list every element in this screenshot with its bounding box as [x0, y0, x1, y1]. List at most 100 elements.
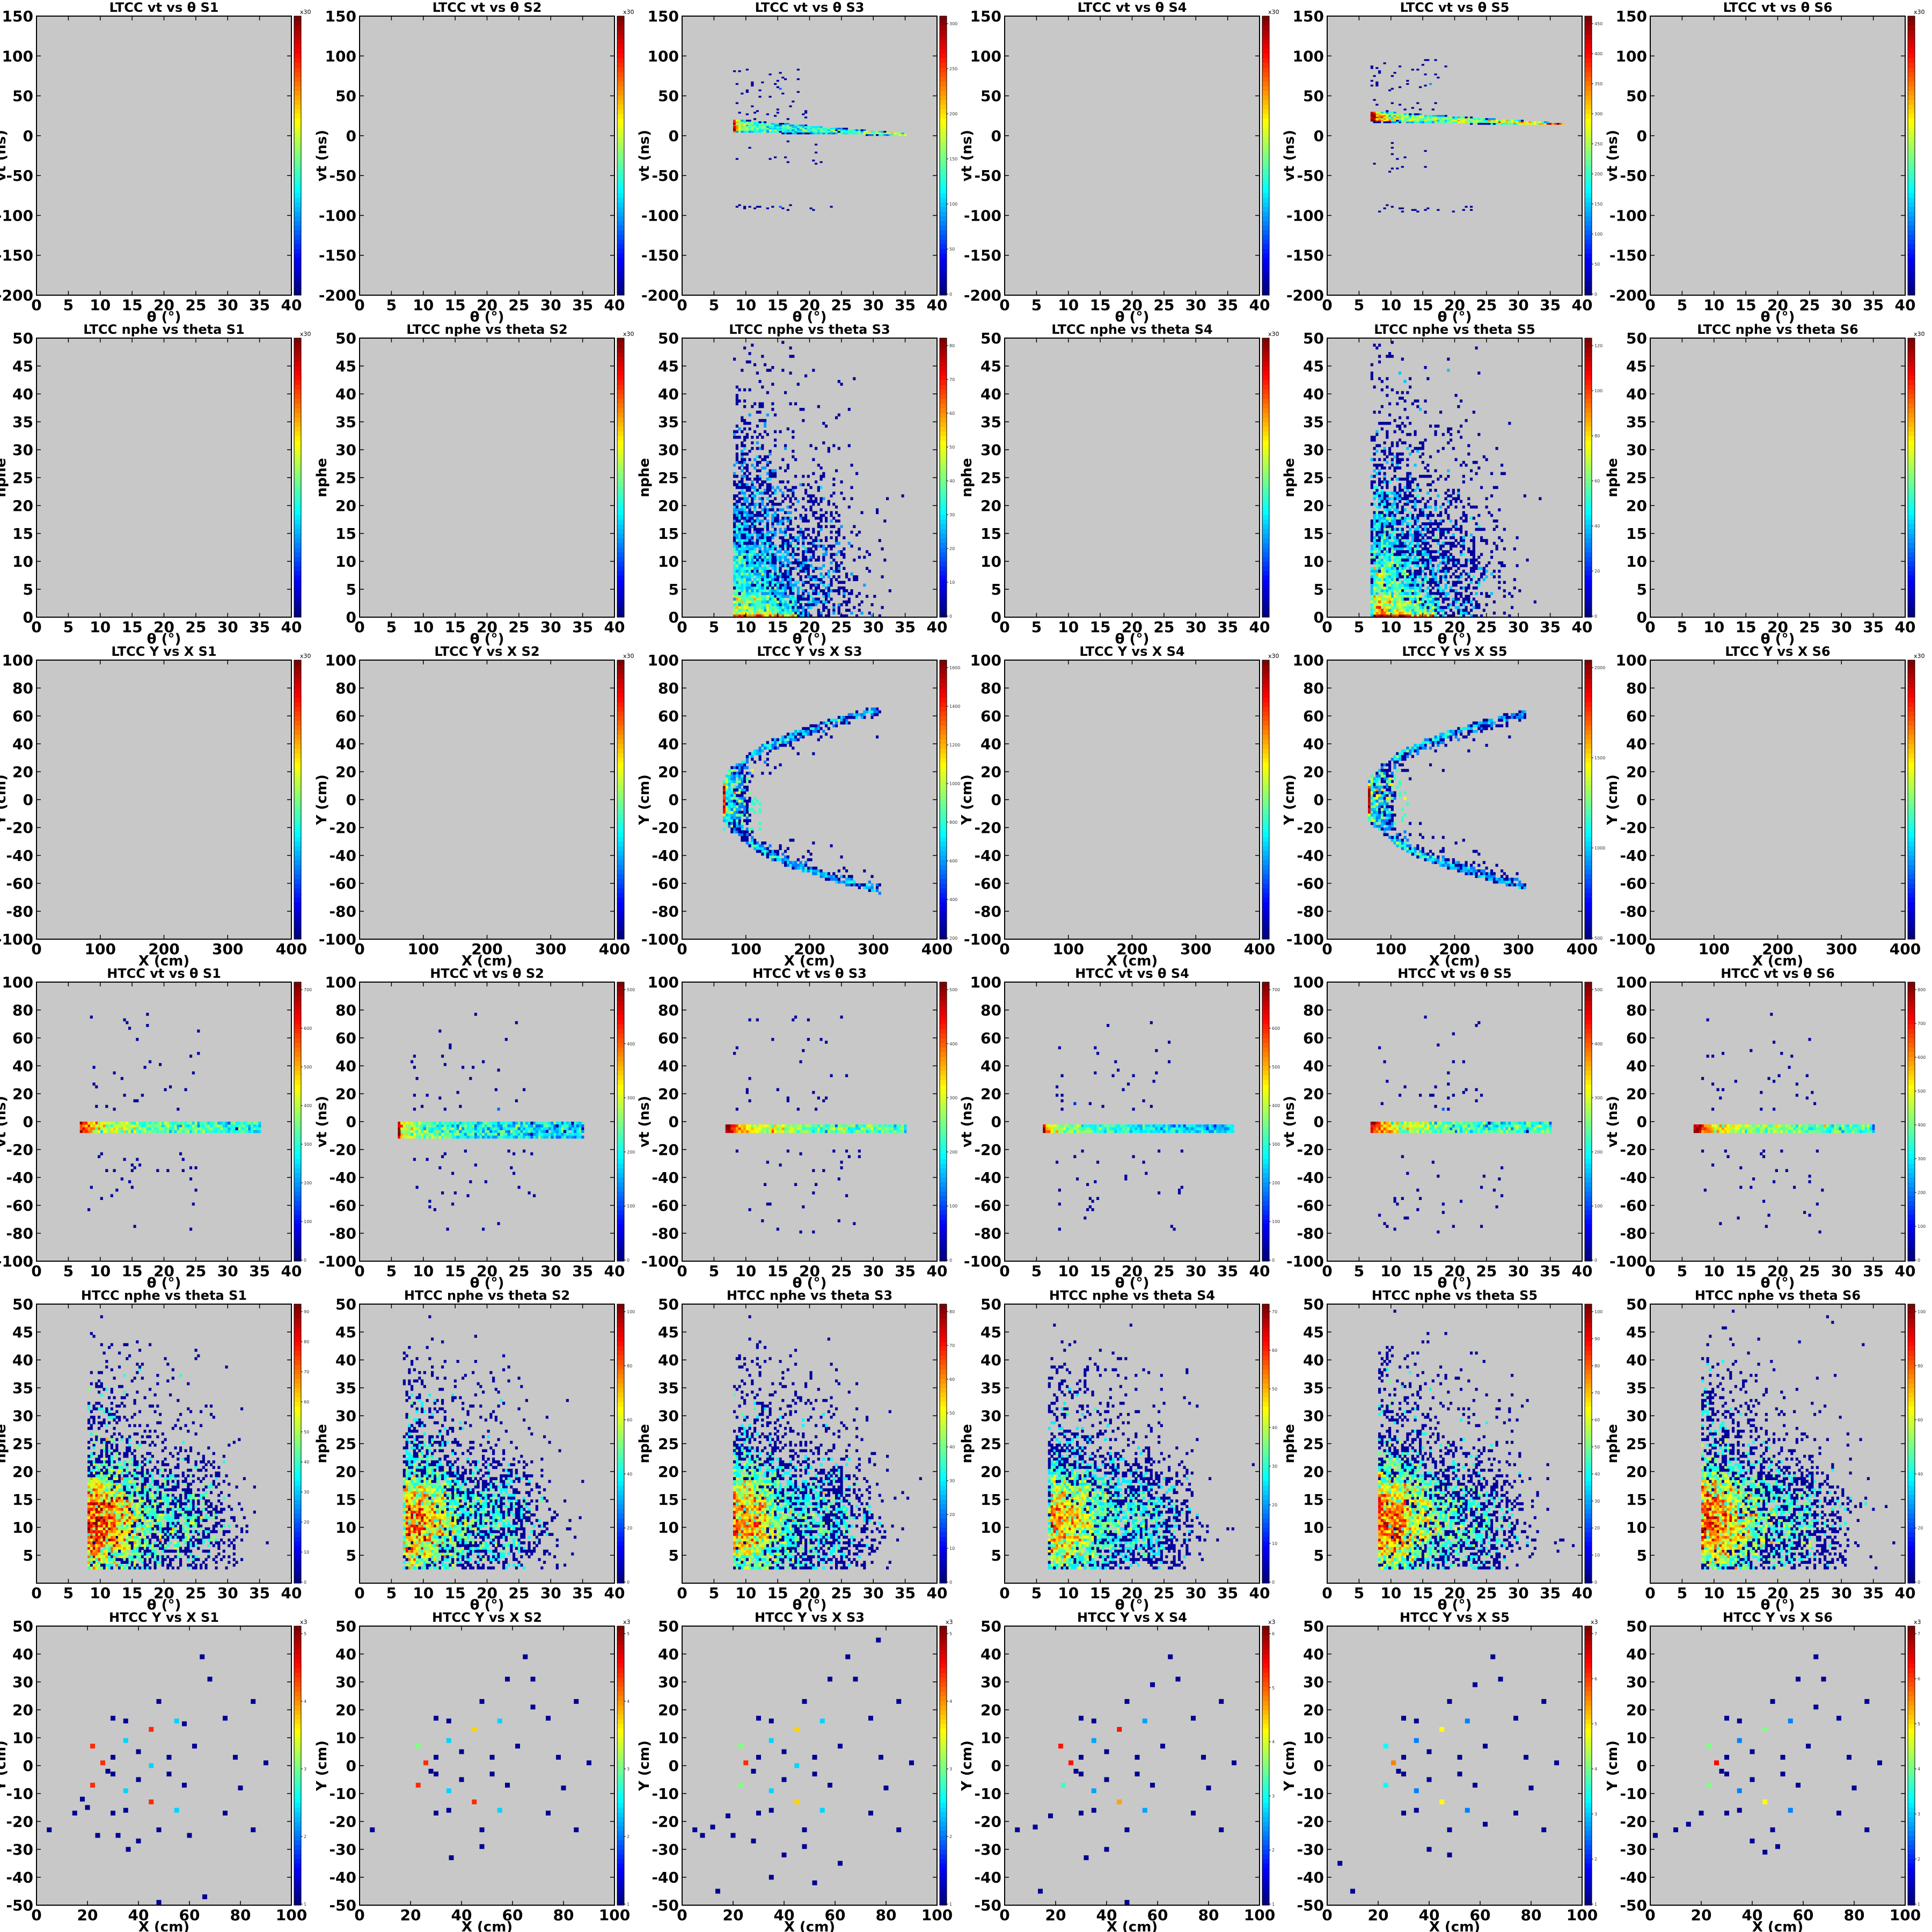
histogram-bin [820, 131, 823, 133]
histogram-bin [771, 550, 774, 553]
colorbar-step [617, 286, 624, 291]
histogram-bin [774, 444, 777, 448]
histogram-bin [753, 603, 756, 606]
histogram-bin [753, 581, 756, 584]
histogram-bin [756, 371, 759, 375]
colorbar-step [1585, 267, 1592, 272]
histogram-bin [774, 595, 777, 598]
histogram-bin [741, 533, 743, 537]
histogram-bin [828, 587, 830, 590]
histogram-bin [1457, 121, 1460, 123]
histogram-bin [746, 120, 749, 121]
histogram-bin [804, 561, 807, 565]
histogram-bin [761, 550, 764, 553]
histogram-bin [733, 125, 736, 126]
histogram-bin [802, 125, 804, 126]
histogram-bin [1435, 118, 1437, 120]
histogram-bin [771, 126, 774, 128]
histogram-bin [769, 575, 772, 579]
histogram-bin [804, 559, 807, 562]
histogram-bin [812, 128, 815, 129]
colorbar-step [617, 385, 624, 390]
colorbar-step [617, 547, 624, 552]
histogram-bin [802, 475, 804, 478]
histogram-bin [743, 497, 746, 500]
histogram-bin [1511, 120, 1513, 121]
colorbar-step [1262, 147, 1269, 151]
histogram-bin [1521, 123, 1524, 125]
colorbar-step [1585, 81, 1592, 86]
histogram-bin [792, 128, 794, 129]
colorbar: 050100150200250300 [940, 16, 957, 297]
histogram-bin [1539, 123, 1541, 125]
y-tick-label: 15 [980, 525, 1001, 543]
histogram-bin [736, 561, 738, 565]
histogram-bin [738, 612, 741, 615]
histogram-bin [830, 561, 833, 565]
y-tick-label: -100 [964, 207, 1001, 224]
histogram-bin [781, 492, 784, 495]
histogram-bin [802, 131, 804, 133]
histogram-bin [756, 492, 759, 495]
histogram-bin [751, 584, 753, 587]
histogram-bin [743, 483, 746, 486]
histogram-bin [738, 601, 741, 604]
colorbar-step [1908, 188, 1915, 193]
colorbar-step [940, 156, 947, 160]
histogram-bin [733, 584, 736, 587]
histogram-bin [736, 511, 738, 514]
colorbar-step [294, 510, 301, 515]
colorbar: x30 [1262, 331, 1279, 618]
histogram-bin [746, 129, 749, 131]
histogram-bin [749, 519, 751, 523]
colorbar-step [1585, 119, 1592, 123]
histogram-bin [1414, 115, 1417, 116]
histogram-bin [769, 128, 772, 129]
histogram-bin [751, 550, 753, 553]
histogram-bin [1460, 116, 1462, 118]
histogram-bin [1455, 120, 1458, 121]
histogram-bin [741, 483, 743, 486]
histogram-bin [817, 612, 820, 615]
histogram-bin [894, 134, 896, 136]
histogram-bin [820, 525, 823, 528]
histogram-bin [792, 436, 794, 439]
histogram-bin [761, 601, 764, 604]
colorbar: x30 [294, 9, 311, 296]
colorbar-step [1262, 510, 1269, 515]
colorbar-step [1908, 272, 1915, 277]
colorbar-tick-label: 10 [949, 580, 955, 585]
colorbar-step [1262, 258, 1269, 263]
histogram-bin [753, 494, 756, 497]
histogram-bin [774, 561, 777, 565]
colorbar-step [617, 211, 624, 216]
histogram-bin [1424, 581, 1427, 584]
histogram-bin [822, 547, 825, 551]
histogram-bin [784, 78, 787, 80]
histogram-bin [733, 570, 736, 573]
histogram-bin [779, 603, 782, 606]
histogram-bin [871, 603, 874, 606]
colorbar-step [1908, 77, 1915, 82]
histogram-bin [1406, 120, 1409, 121]
histogram-bin [743, 472, 746, 475]
histogram-bin [812, 511, 815, 514]
colorbar-step [1908, 16, 1915, 21]
histogram-bin [777, 559, 779, 562]
histogram-bin [800, 598, 802, 601]
histogram-bin [736, 461, 738, 464]
histogram-bin [825, 606, 828, 609]
histogram-bin [787, 161, 789, 163]
histogram-bin [743, 550, 746, 553]
x-tick-label: 30 [863, 296, 884, 314]
colorbar-step [294, 160, 301, 165]
x-tick-label: 10 [90, 618, 111, 636]
colorbar-step [1908, 290, 1915, 295]
histogram-bin [749, 422, 751, 425]
histogram-bin [879, 133, 881, 134]
histogram-bin [746, 556, 749, 559]
y-tick-label: 150 [1293, 8, 1324, 25]
histogram-bin [736, 129, 738, 131]
colorbar-step [1585, 91, 1592, 96]
histogram-bin [820, 128, 823, 129]
